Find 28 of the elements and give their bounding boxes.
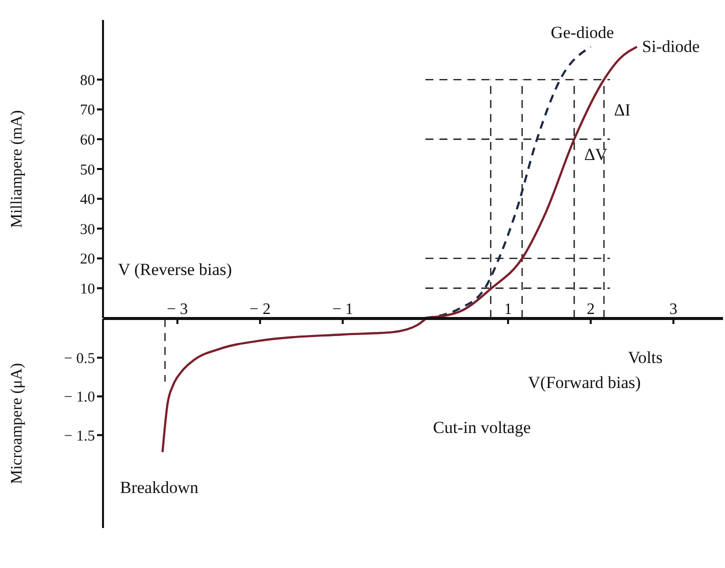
x-tick-label: 2 bbox=[586, 301, 595, 318]
x-tick-label: − 2 bbox=[250, 301, 271, 318]
y-tick-label: 70 bbox=[80, 102, 95, 119]
x-tick-label: 1 bbox=[504, 301, 512, 318]
y-tick-label: 80 bbox=[80, 72, 95, 89]
y-tick-label: 10 bbox=[80, 282, 95, 298]
x-tick-label: − 1 bbox=[332, 301, 354, 318]
annotation: Cut-in voltage bbox=[433, 418, 531, 438]
y-axis-title: Microampere (μA) bbox=[8, 363, 26, 484]
y-tick-label: 30 bbox=[80, 222, 95, 238]
x-tick-label: 3 bbox=[669, 301, 678, 318]
y-tick-label: − 1.5 bbox=[64, 428, 95, 444]
y-tick-label: 40 bbox=[80, 192, 95, 208]
y-tick-label: 20 bbox=[80, 252, 95, 268]
x-axis-title: V (Reverse bias) bbox=[118, 260, 232, 280]
series-label: Si-diode bbox=[642, 36, 700, 56]
y-tick-label: 60 bbox=[80, 132, 95, 149]
series-label: Ge-diode bbox=[550, 22, 614, 42]
y-tick-label: 50 bbox=[80, 162, 95, 178]
x-axis-title: Volts bbox=[628, 348, 663, 368]
y-tick-label: − 1.0 bbox=[64, 390, 95, 406]
annotation: V(Forward bias) bbox=[528, 373, 641, 393]
x-tick-label: − 3 bbox=[166, 301, 188, 318]
y-tick-label: − 0.5 bbox=[64, 351, 95, 368]
annotation: ΔI bbox=[614, 100, 631, 120]
y-axis-title: Milliampere (mA) bbox=[8, 110, 26, 228]
annotation: ΔV bbox=[584, 145, 608, 164]
annotation: Breakdown bbox=[120, 478, 198, 498]
